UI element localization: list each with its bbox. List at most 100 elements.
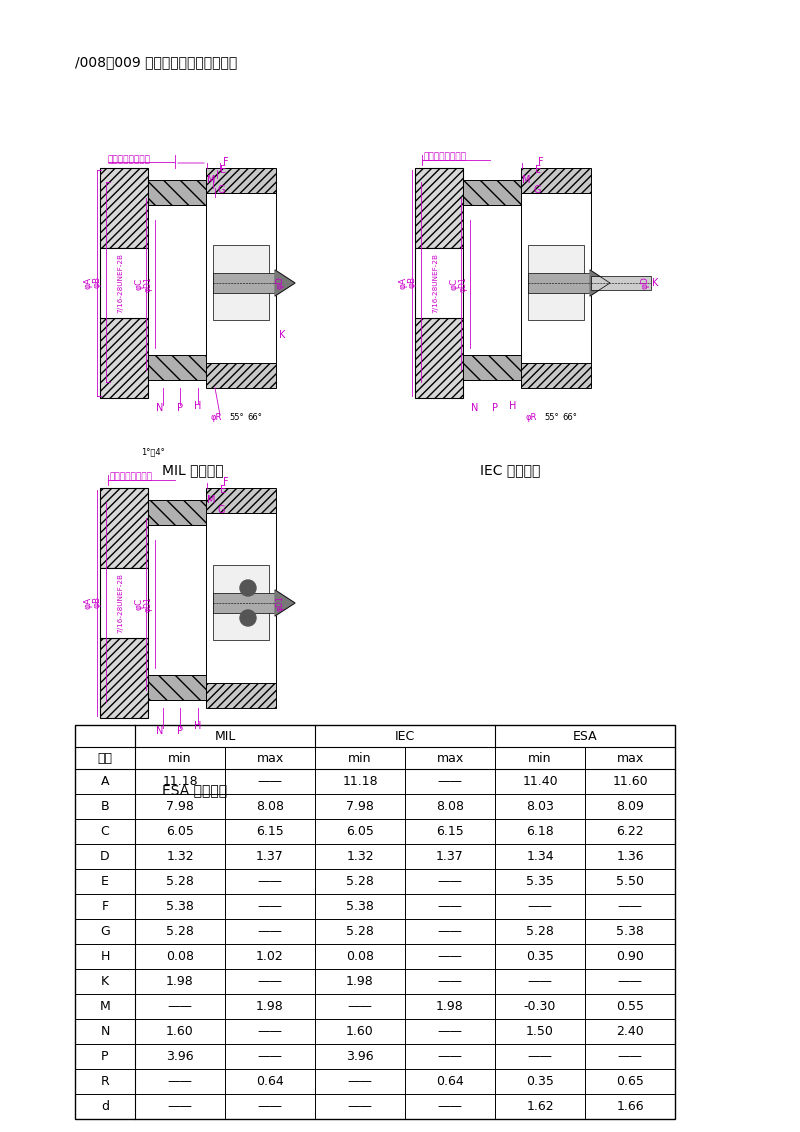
Text: ——: ——: [258, 975, 282, 988]
Text: B: B: [101, 800, 110, 813]
Text: φB: φB: [93, 595, 102, 608]
Text: 6.22: 6.22: [616, 825, 644, 838]
Text: 1.37: 1.37: [436, 850, 464, 863]
Text: K: K: [652, 278, 658, 288]
Text: φD1: φD1: [458, 276, 467, 292]
Text: ——: ——: [438, 900, 462, 914]
Text: H: H: [510, 401, 517, 411]
Text: N: N: [156, 403, 164, 413]
Text: IEC 标准界面: IEC 标准界面: [480, 463, 540, 477]
Text: min: min: [348, 752, 372, 764]
Text: φA: φA: [83, 597, 93, 609]
Text: 1.98: 1.98: [436, 1000, 464, 1013]
Text: P: P: [177, 726, 183, 736]
Polygon shape: [590, 271, 610, 295]
Text: 5.28: 5.28: [166, 875, 194, 887]
Text: 55°: 55°: [545, 413, 559, 422]
Bar: [415, 168, 463, 248]
Text: max: max: [616, 752, 644, 764]
Text: ——: ——: [618, 1050, 642, 1063]
Text: ESA: ESA: [573, 729, 598, 743]
Text: K: K: [279, 331, 285, 340]
Text: 1.98: 1.98: [256, 1000, 284, 1013]
Bar: [100, 168, 148, 248]
Bar: [213, 245, 269, 320]
Bar: [206, 192, 276, 363]
Text: 1°～4°: 1°～4°: [141, 447, 165, 456]
Text: IEC: IEC: [395, 729, 415, 743]
Text: φC: φC: [134, 277, 143, 290]
Text: 5.28: 5.28: [346, 925, 374, 938]
Text: MIL 标准界面: MIL 标准界面: [162, 463, 224, 477]
Text: E: E: [535, 165, 541, 175]
Text: 6.05: 6.05: [166, 825, 194, 838]
Text: E: E: [101, 875, 109, 887]
Bar: [213, 565, 269, 640]
Bar: [591, 276, 651, 290]
Polygon shape: [275, 271, 295, 295]
Text: 5.28: 5.28: [346, 875, 374, 887]
Text: 1.34: 1.34: [526, 850, 554, 863]
Text: P: P: [177, 403, 183, 413]
Bar: [148, 500, 206, 525]
Text: 尺寸: 尺寸: [98, 752, 113, 764]
Bar: [463, 205, 521, 355]
Text: 3.96: 3.96: [166, 1050, 194, 1063]
Text: 7/16-28UNEF-2B: 7/16-28UNEF-2B: [117, 252, 123, 314]
Text: ——: ——: [258, 925, 282, 938]
Text: F: F: [102, 900, 109, 914]
Text: E: E: [220, 484, 226, 495]
Text: G: G: [218, 185, 226, 195]
Text: -0.30: -0.30: [524, 1000, 556, 1013]
Text: ——: ——: [167, 1000, 193, 1013]
Bar: [100, 638, 148, 718]
Bar: [206, 168, 276, 192]
Text: φR: φR: [210, 413, 222, 422]
Text: 0.08: 0.08: [166, 950, 194, 963]
Text: 0.35: 0.35: [526, 1075, 554, 1088]
Text: 0.08: 0.08: [346, 950, 374, 963]
Text: P: P: [102, 1050, 109, 1063]
Text: F: F: [223, 157, 229, 168]
Text: 6.18: 6.18: [526, 825, 554, 838]
Bar: [213, 593, 275, 614]
Text: 7.98: 7.98: [166, 800, 194, 813]
Text: 0.35: 0.35: [526, 950, 554, 963]
Bar: [148, 355, 206, 380]
Text: φC: φC: [450, 277, 458, 290]
Text: ——: ——: [438, 775, 462, 788]
Text: N: N: [100, 1024, 110, 1038]
Text: P: P: [492, 403, 498, 413]
Text: 0.55: 0.55: [616, 1000, 644, 1013]
Bar: [528, 273, 590, 293]
Text: 1.36: 1.36: [616, 850, 644, 863]
Text: 3.96: 3.96: [346, 1050, 374, 1063]
Text: 电气和机械基准面: 电气和机械基准面: [423, 153, 466, 162]
Text: 5.38: 5.38: [616, 925, 644, 938]
Text: 8.03: 8.03: [526, 800, 554, 813]
Text: N: N: [156, 726, 164, 736]
Text: 8.09: 8.09: [616, 800, 644, 813]
Text: 电气和机械基准面: 电气和机械基准面: [108, 155, 151, 164]
Text: ——: ——: [258, 900, 282, 914]
Bar: [463, 180, 521, 205]
Text: 1.98: 1.98: [166, 975, 194, 988]
Text: ——: ——: [167, 1100, 193, 1113]
Text: 2.40: 2.40: [616, 1024, 644, 1038]
Text: ESA 标准界面: ESA 标准界面: [162, 783, 227, 797]
Text: ——: ——: [527, 900, 553, 914]
Text: 0.64: 0.64: [436, 1075, 464, 1088]
Text: H: H: [194, 721, 202, 731]
Text: 55°: 55°: [230, 413, 244, 422]
Text: G: G: [100, 925, 110, 938]
Text: φD: φD: [641, 276, 650, 290]
Text: ——: ——: [527, 1050, 553, 1063]
Text: A: A: [101, 775, 110, 788]
Text: ——: ——: [527, 975, 553, 988]
Text: ——: ——: [438, 950, 462, 963]
Text: D: D: [100, 850, 110, 863]
Bar: [100, 568, 148, 638]
Text: ——: ——: [438, 1050, 462, 1063]
Text: min: min: [168, 752, 192, 764]
Text: min: min: [528, 752, 552, 764]
